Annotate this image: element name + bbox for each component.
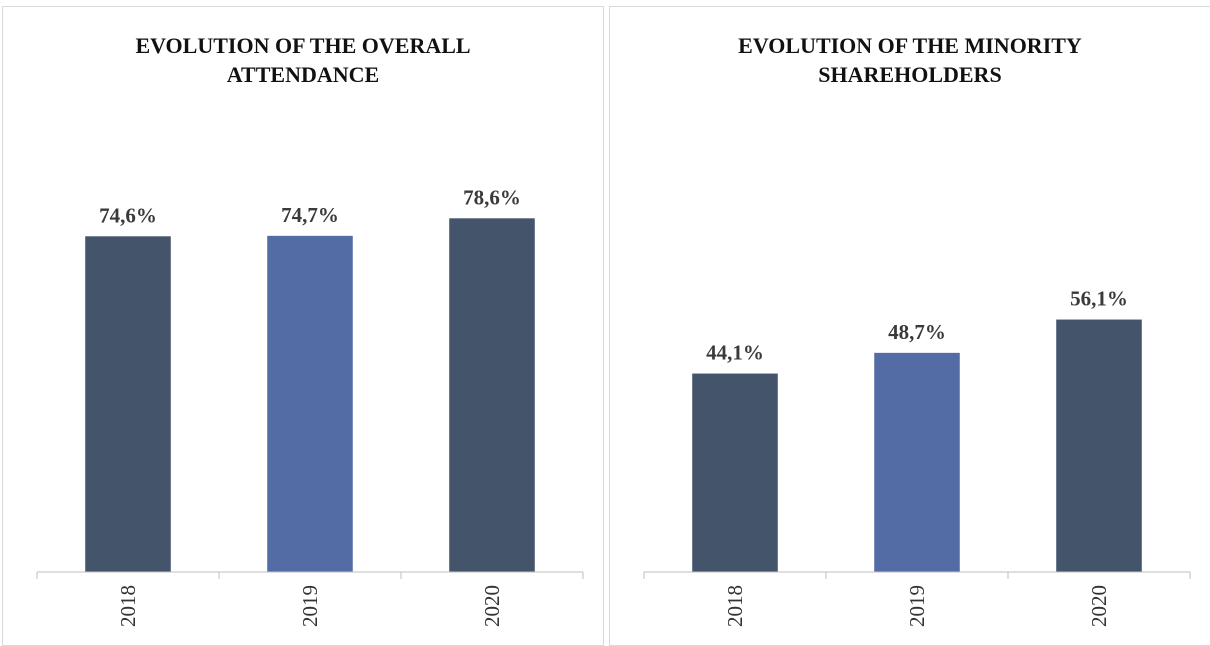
x-tick-label: 2019 [905,585,929,627]
data-label: 48,7% [888,320,946,344]
x-tick-label: 2020 [480,585,504,627]
chart-panel: EVOLUTION OF THE MINORITY SHAREHOLDERS 4… [609,6,1210,646]
bar [874,352,960,572]
bar [449,218,535,573]
chart: 44,1% 2018 48,7% 2019 56,1% 2020 [643,287,1191,627]
x-tick-label: 2018 [723,585,747,627]
bar [267,235,353,572]
chart-panel: EVOLUTION OF THE OVERALL ATTENDANCE 74,6… [2,6,604,646]
chart: 74,6% 2018 74,7% 2019 78,6% 2020 [36,185,584,627]
data-label: 78,6% [463,185,521,209]
x-tick-label: 2019 [298,585,322,627]
data-label: 56,1% [1070,287,1128,311]
chart-title: EVOLUTION OF THE MINORITY SHAREHOLDERS [738,33,1082,87]
data-label: 74,7% [281,203,339,227]
bar [85,236,171,573]
chart-title: EVOLUTION OF THE OVERALL ATTENDANCE [135,33,471,87]
x-tick-label: 2020 [1087,585,1111,627]
data-label: 44,1% [706,341,764,365]
data-label: 74,6% [99,203,157,227]
bar [1056,319,1142,572]
bar [692,373,778,572]
x-tick-label: 2018 [116,585,140,627]
